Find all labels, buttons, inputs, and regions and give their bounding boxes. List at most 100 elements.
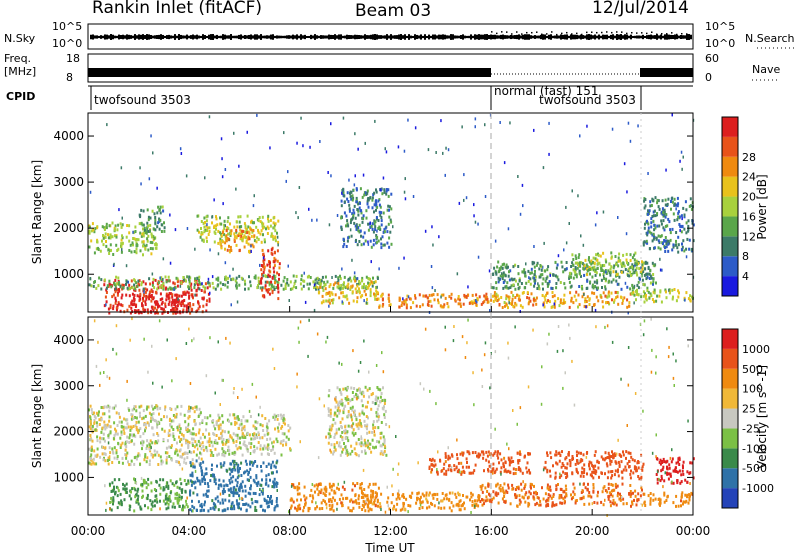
nsky-point [188, 35, 190, 39]
nsearch-point [531, 31, 533, 34]
noise-cell [384, 147, 386, 151]
noise-cell [679, 159, 681, 163]
nsky-point [676, 34, 678, 40]
heat-cell [251, 463, 254, 467]
heat-cell [160, 462, 163, 466]
heat-cell [659, 247, 662, 251]
heat-cell [585, 263, 588, 267]
y-tick-label: 3000 [53, 175, 84, 189]
heat-cell [245, 239, 248, 243]
nsky-point [640, 35, 642, 39]
heat-cell [369, 282, 371, 286]
heat-cell [366, 427, 368, 431]
heat-cell [578, 271, 581, 275]
heat-cell [675, 231, 678, 234]
heat-cell [228, 244, 230, 248]
heat-cell [103, 452, 106, 456]
heat-cell [532, 297, 535, 301]
noise-cell [179, 147, 182, 151]
nsky-point [240, 34, 242, 40]
heat-cell [183, 505, 186, 509]
heat-cell [276, 504, 279, 508]
heat-cell [269, 261, 271, 265]
heat-cell [98, 423, 101, 426]
heat-cell [358, 412, 361, 416]
heat-cell [640, 266, 643, 270]
heat-cell [88, 283, 91, 287]
heat-cell [183, 304, 186, 308]
heat-cell [138, 288, 141, 292]
heat-cell [332, 482, 335, 486]
heat-cell [173, 505, 176, 509]
heat-cell [215, 227, 217, 231]
heat-cell [205, 215, 208, 219]
heat-cell [425, 493, 428, 497]
heat-cell [613, 298, 616, 302]
heat-cell [564, 268, 567, 272]
heat-cell [533, 276, 536, 280]
heat-cell [165, 485, 168, 489]
heat-cell [364, 509, 367, 513]
nsky-point [288, 35, 290, 39]
heat-cell [375, 216, 378, 219]
heat-cell [197, 415, 200, 418]
heat-cell [550, 286, 553, 290]
heat-cell [212, 454, 215, 457]
noise-cell [583, 293, 585, 296]
heat-cell [195, 288, 198, 292]
heat-cell [148, 277, 151, 281]
nsky-point [508, 35, 510, 39]
heat-cell [145, 407, 148, 411]
heat-cell [133, 293, 136, 297]
noise-cell [507, 227, 510, 231]
heat-cell [450, 501, 453, 505]
noise-cell [269, 146, 271, 150]
heat-cell [547, 299, 550, 303]
heat-cell [426, 500, 429, 504]
nsky-point [276, 35, 278, 39]
heat-cell [113, 226, 116, 230]
noise-cell [661, 268, 663, 272]
heat-cell [251, 501, 254, 505]
heat-cell [371, 495, 374, 499]
heat-cell [141, 240, 144, 244]
heat-cell [302, 284, 305, 288]
heat-cell [538, 275, 541, 279]
heat-cell [383, 440, 386, 444]
heat-cell [241, 480, 244, 484]
heat-cell [159, 406, 162, 410]
heat-cell [191, 432, 194, 436]
heat-cell [221, 498, 224, 502]
heat-cell [153, 449, 156, 453]
heat-cell [358, 419, 361, 422]
heat-cell [272, 415, 275, 419]
heat-cell [380, 492, 383, 496]
heat-cell [118, 288, 120, 291]
heat-cell [120, 432, 123, 436]
noise-cell [521, 183, 524, 187]
heat-cell [247, 287, 250, 291]
heat-cell [152, 453, 155, 457]
heat-cell [511, 302, 513, 306]
nsky-point [468, 35, 470, 39]
noise-cell [385, 150, 388, 154]
heat-cell [118, 460, 121, 464]
heat-cell [217, 229, 220, 233]
heat-cell [621, 263, 624, 267]
heat-cell [154, 221, 157, 225]
heat-cell [164, 405, 167, 409]
heat-cell [130, 417, 133, 421]
heat-cell [517, 286, 520, 290]
heat-cell [594, 257, 597, 261]
heat-cell [195, 407, 198, 411]
heat-cell [145, 294, 148, 298]
heat-cell [358, 505, 361, 509]
heat-cell [516, 293, 518, 297]
heat-cell [180, 304, 183, 307]
nsky-point [170, 35, 172, 39]
heat-cell [220, 432, 223, 436]
heat-cell [369, 290, 372, 294]
heat-cell [676, 196, 679, 200]
nsky-point [532, 35, 534, 39]
